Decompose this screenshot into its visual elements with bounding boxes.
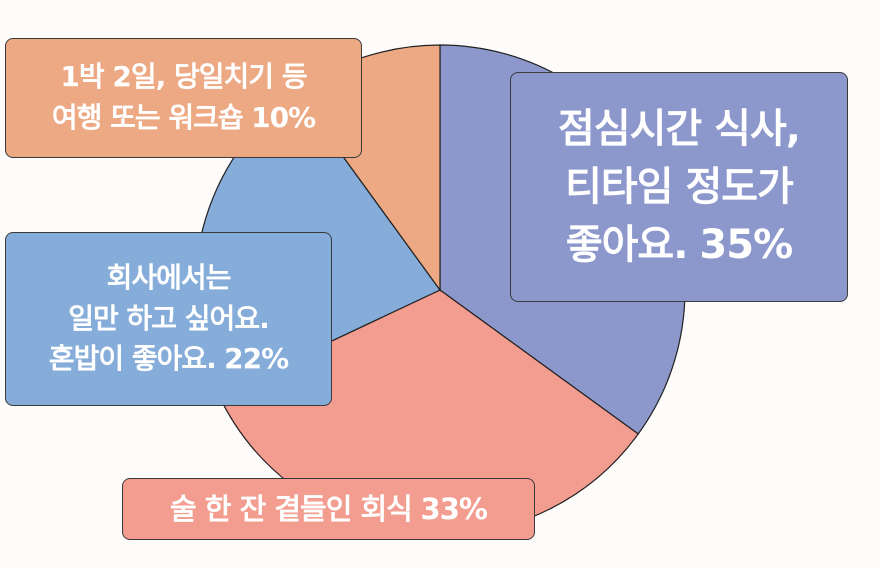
category-label: 회사에서는 일만 하고 싶어요. 혼밥이 좋아요. [48, 261, 270, 376]
label-text: 회사에서는 일만 하고 싶어요. 혼밥이 좋아요. 22% [48, 258, 289, 380]
label-text: 점심시간 식사, 티타임 정도가 좋아요. 35% [558, 100, 801, 274]
category-label: 술 한 잔 곁들인 회식 [170, 491, 413, 526]
value-label: 33% [420, 491, 488, 526]
label-text: 술 한 잔 곁들인 회식 33% [170, 488, 488, 530]
slice-label-box: 술 한 잔 곁들인 회식 33% [122, 478, 535, 540]
category-label: 점심시간 식사, 티타임 정도가 좋아요. [558, 106, 801, 268]
value-label: 35% [699, 222, 793, 268]
value-label: 22% [224, 342, 289, 376]
label-text: 1박 2일, 당일치기 등 여행 또는 워크숍 10% [51, 57, 316, 138]
slice-label-box: 회사에서는 일만 하고 싶어요. 혼밥이 좋아요. 22% [5, 232, 332, 406]
slice-label-box: 1박 2일, 당일치기 등 여행 또는 워크숍 10% [5, 38, 362, 158]
slice-label-box: 점심시간 식사, 티타임 정도가 좋아요. 35% [510, 72, 848, 302]
value-label: 10% [251, 101, 316, 134]
category-label: 1박 2일, 당일치기 등 여행 또는 워크숍 [51, 60, 308, 134]
